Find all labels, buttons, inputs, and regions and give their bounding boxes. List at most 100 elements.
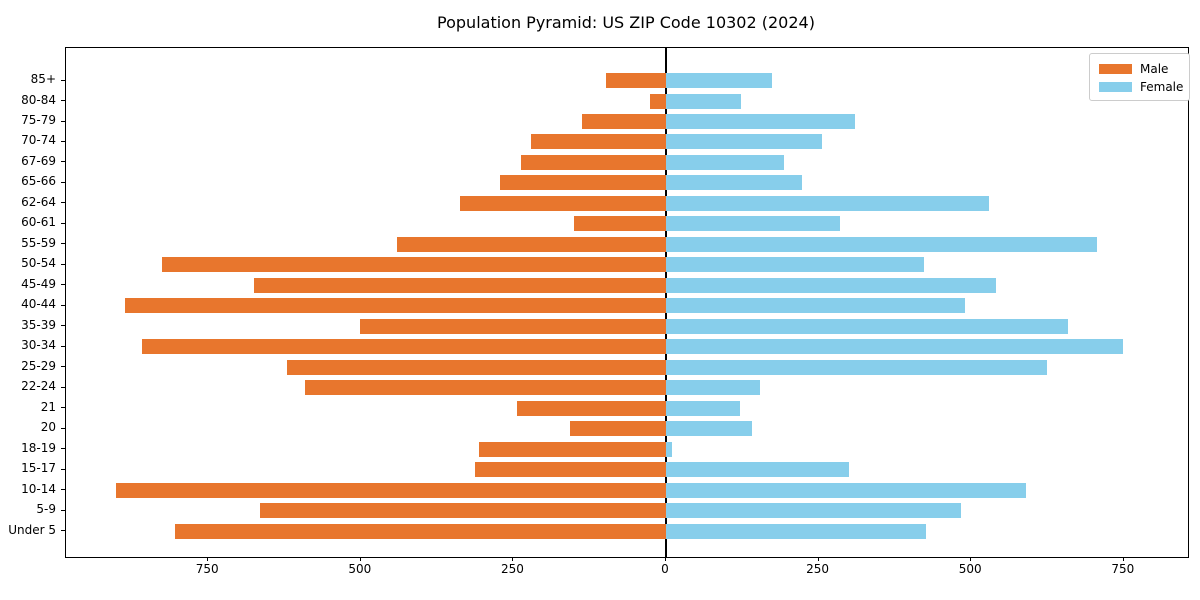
- bar-male-40-44: [125, 298, 666, 314]
- bar-female-20: [666, 421, 752, 437]
- bar-female-35-39: [666, 318, 1069, 334]
- bar-female-55-59: [666, 236, 1097, 252]
- x-tick-mark: [665, 557, 666, 561]
- y-tick-label-75-79: 75-79: [21, 113, 56, 127]
- bar-male-65-66: [500, 175, 666, 191]
- bar-female-75-79: [666, 114, 856, 129]
- y-tick-mark: [61, 140, 65, 142]
- y-tick-mark: [61, 366, 65, 368]
- bar-male-55-59: [396, 236, 666, 252]
- y-tick-mark: [61, 345, 65, 347]
- bar-female-60-61: [666, 216, 840, 232]
- bar-male-67-69: [520, 154, 666, 170]
- x-tick-label-500: 500: [348, 562, 372, 576]
- y-tick-mark: [61, 468, 65, 470]
- bar-male-5-9: [260, 503, 666, 519]
- y-tick-label-15-17: 15-17: [21, 461, 56, 476]
- bar-male-60-61: [573, 216, 666, 232]
- y-tick-label-Under 5: Under 5: [8, 522, 56, 537]
- x-tick-mark: [817, 557, 819, 561]
- y-tick-label-40-44: 40-44: [21, 297, 56, 312]
- x-tick-mark: [359, 557, 361, 561]
- x-tick-label-750: 750: [1111, 562, 1135, 576]
- y-tick-mark: [61, 407, 65, 409]
- bar-male-75-79: [581, 114, 666, 129]
- bar-male-18-19: [478, 441, 666, 457]
- y-tick-mark: [61, 100, 65, 101]
- y-tick-mark: [61, 79, 65, 81]
- bar-male-20: [570, 421, 666, 437]
- bar-female-67-69: [666, 154, 785, 170]
- bar-female-50-54: [666, 257, 925, 273]
- y-tick-mark: [61, 489, 65, 491]
- bar-female-5-9: [666, 503, 961, 519]
- x-tick-label-250: 250: [500, 562, 524, 576]
- y-tick-label-10-14: 10-14: [21, 481, 56, 496]
- bar-male-80-84: [649, 93, 666, 109]
- bar-male-35-39: [359, 318, 666, 334]
- bar-male-62-64: [460, 195, 666, 211]
- y-tick-mark: [61, 530, 65, 532]
- legend-male-label: Male: [1140, 62, 1169, 76]
- legend-female-swatch: [1099, 82, 1132, 92]
- bar-female-70-74: [666, 134, 823, 150]
- x-tick-label-750: 750: [195, 562, 219, 576]
- x-tick-mark: [1122, 557, 1124, 561]
- chart-title: Population Pyramid: US ZIP Code 10302 (2…: [437, 13, 815, 32]
- y-tick-label-22-24: 22-24: [21, 379, 56, 394]
- y-tick-label-20: 20: [40, 420, 56, 435]
- legend: Male Female: [1089, 53, 1190, 101]
- bar-female-21: [666, 400, 740, 416]
- y-tick-mark: [61, 263, 65, 265]
- y-tick-mark: [61, 284, 65, 286]
- y-tick-label-65-66: 65-66: [21, 174, 56, 189]
- y-tick-label-21: 21: [40, 399, 56, 414]
- legend-item-male: Male: [1099, 61, 1189, 77]
- x-tick-label-250: 250: [806, 562, 830, 576]
- y-tick-label-50-54: 50-54: [21, 256, 56, 271]
- x-tick-mark: [970, 557, 972, 561]
- bar-female-30-34: [666, 339, 1123, 355]
- y-tick-label-45-49: 45-49: [21, 276, 56, 291]
- bar-male-10-14: [116, 482, 666, 498]
- bar-female-25-29: [666, 359, 1047, 375]
- bar-male-15-17: [474, 462, 666, 478]
- bar-male-50-54: [161, 257, 666, 273]
- y-tick-label-30-34: 30-34: [21, 338, 56, 353]
- bar-female-Under 5: [666, 523, 926, 539]
- y-tick-mark: [61, 448, 65, 450]
- x-tick-label-500: 500: [958, 562, 982, 576]
- bar-male-30-34: [141, 339, 666, 355]
- legend-item-female: Female: [1099, 79, 1189, 95]
- y-tick-label-25-29: 25-29: [21, 358, 56, 373]
- bar-male-22-24: [305, 380, 666, 396]
- y-tick-mark: [61, 181, 65, 183]
- bar-female-85+: [666, 73, 773, 88]
- y-tick-label-70-74: 70-74: [21, 133, 56, 148]
- bar-male-21: [516, 400, 666, 416]
- y-tick-mark: [61, 325, 65, 327]
- bar-female-45-49: [666, 277, 997, 293]
- plot-area: [65, 47, 1189, 558]
- bar-female-22-24: [666, 380, 760, 396]
- bar-female-62-64: [666, 195, 989, 211]
- bar-male-Under 5: [174, 523, 666, 539]
- legend-male-swatch: [1099, 64, 1132, 74]
- bar-male-70-74: [531, 134, 666, 150]
- bar-female-65-66: [666, 175, 803, 191]
- y-tick-mark: [61, 386, 65, 388]
- y-tick-label-85+: 85+: [30, 72, 56, 86]
- y-tick-label-55-59: 55-59: [21, 235, 56, 250]
- bar-male-25-29: [286, 359, 666, 375]
- y-tick-label-5-9: 5-9: [36, 502, 56, 517]
- bar-female-15-17: [666, 462, 850, 478]
- y-tick-mark: [61, 243, 65, 245]
- bar-male-45-49: [254, 277, 666, 293]
- x-tick-label-0: 0: [661, 562, 669, 576]
- y-tick-mark: [61, 202, 65, 204]
- y-tick-label-18-19: 18-19: [21, 440, 56, 455]
- x-tick-mark: [512, 557, 514, 561]
- bar-female-80-84: [666, 93, 742, 109]
- bar-female-18-19: [666, 441, 673, 457]
